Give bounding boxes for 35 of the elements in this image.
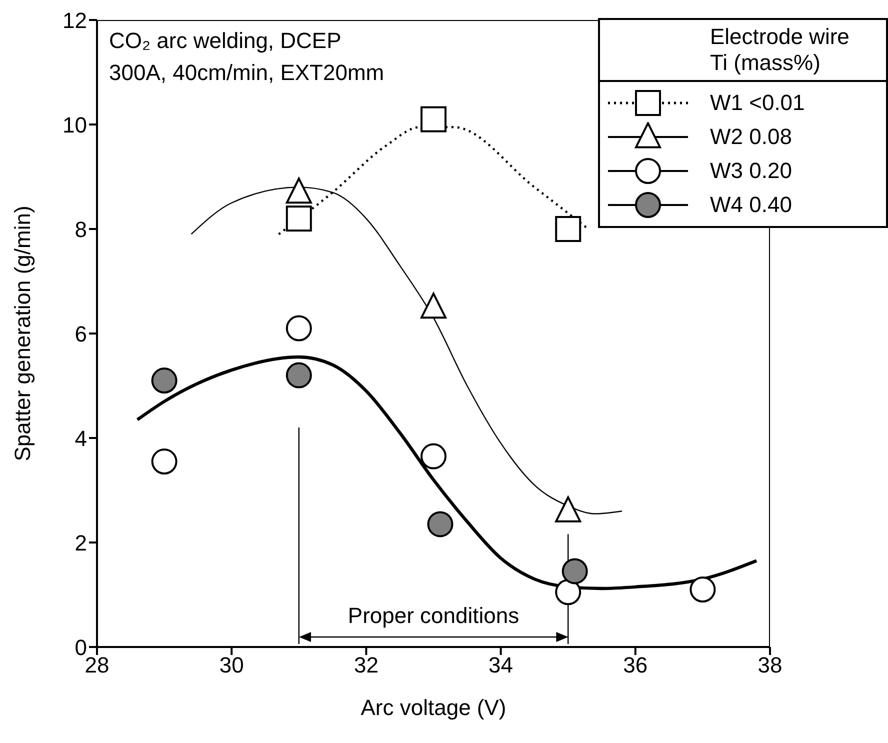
y-tick-label: 10 — [62, 112, 87, 138]
point — [690, 576, 716, 603]
point — [151, 448, 178, 475]
point — [555, 216, 582, 242]
y-tick-label: 4 — [74, 426, 87, 451]
annotation: 300A, 40cm/min, EXT20mm — [109, 60, 384, 85]
y-tick-label: 6 — [74, 321, 87, 346]
x-axis-title: Arc voltage (V) — [360, 695, 506, 720]
annotation: CO₂ arc welding, DCEP — [109, 28, 342, 53]
legend-label: W2 0.08 — [710, 124, 792, 150]
point — [286, 315, 312, 342]
legend-label: W4 0.40 — [710, 192, 792, 218]
x-tick-label: 34 — [488, 652, 514, 678]
point — [427, 511, 454, 538]
point — [151, 368, 178, 394]
x-tick-label: 36 — [623, 652, 648, 678]
legend-label: W1 <0.01 — [710, 90, 805, 116]
y-axis-title: Spatter generation (g/min) — [10, 206, 35, 462]
y-tick-label: 0 — [74, 634, 87, 660]
legend-title: Electrode wire Ti (mass%) — [710, 23, 850, 77]
point — [286, 206, 312, 232]
y-tick-label: 12 — [62, 8, 87, 33]
point — [420, 106, 446, 132]
y-tick-label: 2 — [74, 530, 87, 556]
x-tick-label: 30 — [219, 652, 244, 678]
point — [555, 579, 582, 606]
legend-label: W3 0.20 — [710, 158, 792, 184]
annotation: Proper conditions — [348, 603, 520, 629]
y-tick-label: 8 — [74, 216, 87, 242]
point — [286, 362, 312, 388]
point — [562, 558, 588, 584]
x-tick-label: 28 — [84, 652, 110, 678]
x-tick-label: 32 — [354, 652, 378, 678]
point — [420, 443, 446, 470]
x-tick-label: 38 — [758, 652, 782, 678]
